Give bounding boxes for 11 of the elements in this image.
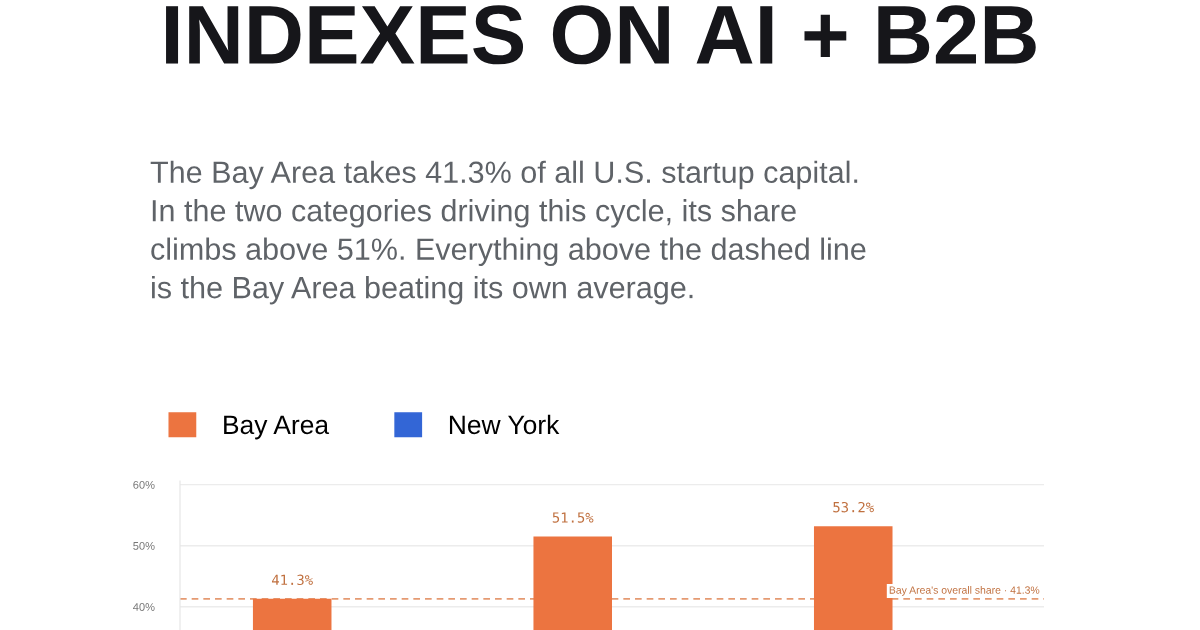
data-label: 51.5% xyxy=(552,512,594,523)
data-label: 53.2% xyxy=(833,501,874,513)
chart-title: INDEXES ON AI + B2B xyxy=(166,5,1036,65)
y-tick-label: 50% xyxy=(133,542,155,550)
legend-label: New York xyxy=(449,414,560,435)
ref-line-label: Bay Area's overall share · 41.3% xyxy=(889,586,1040,596)
legend-label: Bay Area xyxy=(224,415,330,440)
data-label: 41.3% xyxy=(272,574,313,586)
chart-subtitle: The Bay Area takes 41.3% of all U.S. startup capital. In the two categories driving this cycle, its share climbs above 51%. Everything above the dashed line is the Bay Area beating its own average. xyxy=(150,160,866,305)
y-tick-label: 40% xyxy=(133,603,155,611)
y-tick-label: 60% xyxy=(133,480,155,489)
